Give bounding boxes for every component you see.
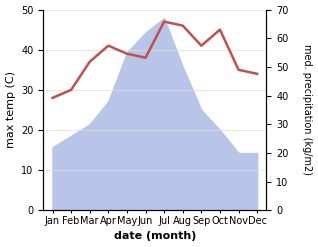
Y-axis label: max temp (C): max temp (C)	[5, 71, 16, 148]
X-axis label: date (month): date (month)	[114, 231, 196, 242]
Y-axis label: med. precipitation (kg/m2): med. precipitation (kg/m2)	[302, 44, 313, 175]
